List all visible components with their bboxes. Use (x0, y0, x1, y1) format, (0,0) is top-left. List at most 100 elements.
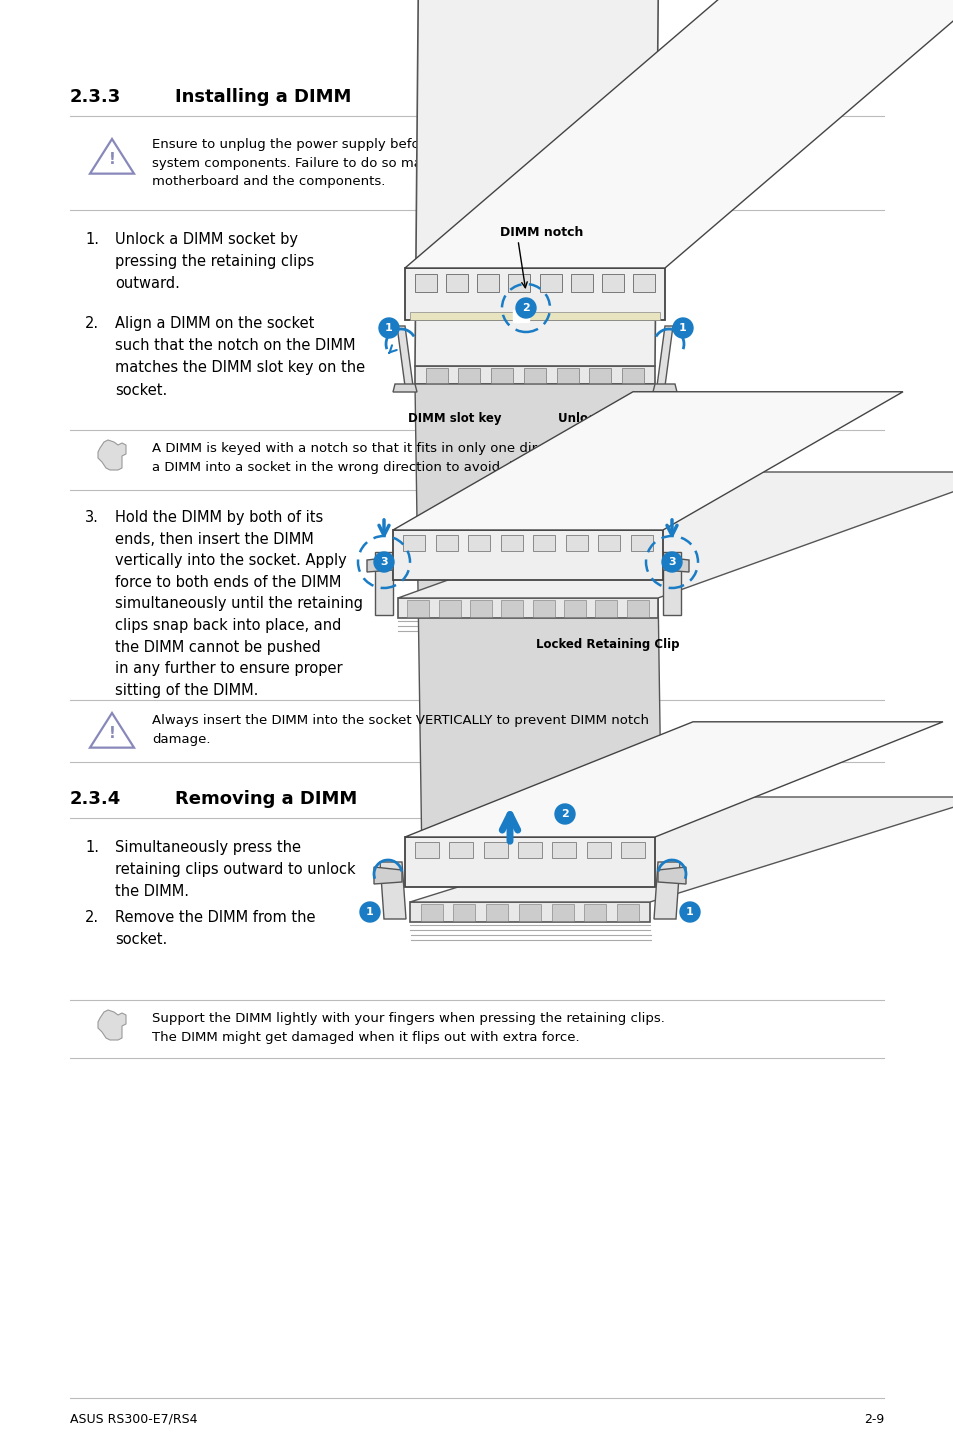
Polygon shape (589, 368, 611, 383)
Polygon shape (367, 557, 393, 572)
Polygon shape (501, 600, 523, 617)
Polygon shape (402, 535, 424, 551)
Polygon shape (407, 600, 429, 617)
Text: 2.: 2. (85, 316, 99, 331)
Polygon shape (393, 384, 416, 393)
Polygon shape (500, 535, 522, 551)
Polygon shape (98, 440, 126, 470)
Polygon shape (617, 905, 639, 920)
Text: 2.: 2. (85, 910, 99, 925)
Text: DIMM notch: DIMM notch (499, 226, 583, 239)
Polygon shape (662, 557, 688, 572)
Polygon shape (415, 275, 436, 292)
Polygon shape (476, 275, 498, 292)
Polygon shape (486, 905, 508, 920)
Polygon shape (508, 275, 530, 292)
Text: Installing a DIMM: Installing a DIMM (174, 88, 351, 106)
Polygon shape (539, 275, 561, 292)
Circle shape (359, 902, 379, 922)
Polygon shape (533, 535, 555, 551)
Polygon shape (468, 535, 490, 551)
Polygon shape (446, 275, 468, 292)
Polygon shape (415, 0, 668, 367)
Text: 1: 1 (685, 907, 693, 917)
Polygon shape (595, 600, 617, 617)
Text: 1: 1 (366, 907, 374, 917)
Polygon shape (405, 837, 655, 887)
Circle shape (555, 804, 575, 824)
Text: Unlocked retaining clip: Unlocked retaining clip (558, 413, 711, 426)
Polygon shape (397, 598, 658, 618)
Polygon shape (598, 535, 619, 551)
Text: !: ! (109, 726, 115, 741)
Polygon shape (570, 275, 592, 292)
Polygon shape (601, 275, 623, 292)
Polygon shape (626, 600, 648, 617)
Polygon shape (633, 275, 655, 292)
Text: 2: 2 (521, 303, 529, 313)
Text: 1: 1 (385, 324, 393, 334)
Text: 1.: 1. (85, 232, 99, 247)
Polygon shape (375, 552, 393, 615)
Text: 1.: 1. (85, 840, 99, 856)
Polygon shape (483, 843, 507, 858)
Polygon shape (436, 535, 457, 551)
Polygon shape (397, 472, 953, 598)
Polygon shape (630, 535, 652, 551)
Polygon shape (620, 843, 644, 858)
Polygon shape (415, 384, 661, 840)
Text: Unlock a DIMM socket by
pressing the retaining clips
outward.: Unlock a DIMM socket by pressing the ret… (115, 232, 314, 292)
Polygon shape (410, 312, 659, 321)
Text: Support the DIMM lightly with your fingers when pressing the retaining clips.
Th: Support the DIMM lightly with your finge… (152, 1012, 664, 1044)
Text: Remove the DIMM from the
socket.: Remove the DIMM from the socket. (115, 910, 315, 948)
Polygon shape (410, 797, 953, 902)
Polygon shape (374, 867, 401, 884)
Polygon shape (98, 1009, 126, 1040)
Polygon shape (405, 0, 953, 267)
Polygon shape (415, 843, 438, 858)
Circle shape (378, 318, 398, 338)
Polygon shape (557, 368, 578, 383)
Polygon shape (662, 552, 680, 615)
Polygon shape (658, 867, 685, 884)
Polygon shape (551, 905, 573, 920)
Polygon shape (470, 600, 492, 617)
Polygon shape (517, 843, 541, 858)
Text: 3: 3 (380, 557, 388, 567)
Polygon shape (405, 722, 942, 837)
Polygon shape (405, 267, 664, 321)
Polygon shape (453, 905, 475, 920)
Circle shape (374, 552, 394, 572)
Text: Always insert the DIMM into the socket VERTICALLY to prevent DIMM notch
damage.: Always insert the DIMM into the socket V… (152, 715, 648, 745)
Text: Locked Retaining Clip: Locked Retaining Clip (536, 638, 679, 651)
Polygon shape (449, 843, 473, 858)
Text: Ensure to unplug the power supply before adding or removing DIMMs or other
syste: Ensure to unplug the power supply before… (152, 138, 673, 188)
Polygon shape (652, 384, 677, 393)
Polygon shape (563, 600, 585, 617)
Text: 3: 3 (667, 557, 675, 567)
Text: Align a DIMM on the socket
such that the notch on the DIMM
matches the DIMM slot: Align a DIMM on the socket such that the… (115, 316, 365, 397)
Text: 1: 1 (679, 324, 686, 334)
Text: Hold the DIMM by both of its
ends, then insert the DIMM
vertically into the sock: Hold the DIMM by both of its ends, then … (115, 510, 363, 697)
Text: Simultaneously press the
retaining clips outward to unlock
the DIMM.: Simultaneously press the retaining clips… (115, 840, 355, 899)
Polygon shape (657, 326, 672, 385)
Polygon shape (393, 391, 902, 531)
Polygon shape (586, 843, 610, 858)
Polygon shape (415, 367, 655, 384)
Text: ASUS RS300-E7/RS4: ASUS RS300-E7/RS4 (70, 1414, 197, 1426)
Polygon shape (523, 368, 545, 383)
Text: 3.: 3. (85, 510, 99, 525)
Polygon shape (491, 368, 513, 383)
Polygon shape (438, 600, 460, 617)
Text: 2.3.3: 2.3.3 (70, 88, 121, 106)
Polygon shape (425, 368, 447, 383)
Text: 2-9: 2-9 (862, 1414, 883, 1426)
Polygon shape (621, 368, 643, 383)
Polygon shape (552, 843, 576, 858)
Text: 2.3.4: 2.3.4 (70, 789, 121, 808)
Polygon shape (420, 905, 442, 920)
Polygon shape (518, 905, 540, 920)
Circle shape (661, 552, 681, 572)
Circle shape (672, 318, 692, 338)
Polygon shape (458, 368, 480, 383)
